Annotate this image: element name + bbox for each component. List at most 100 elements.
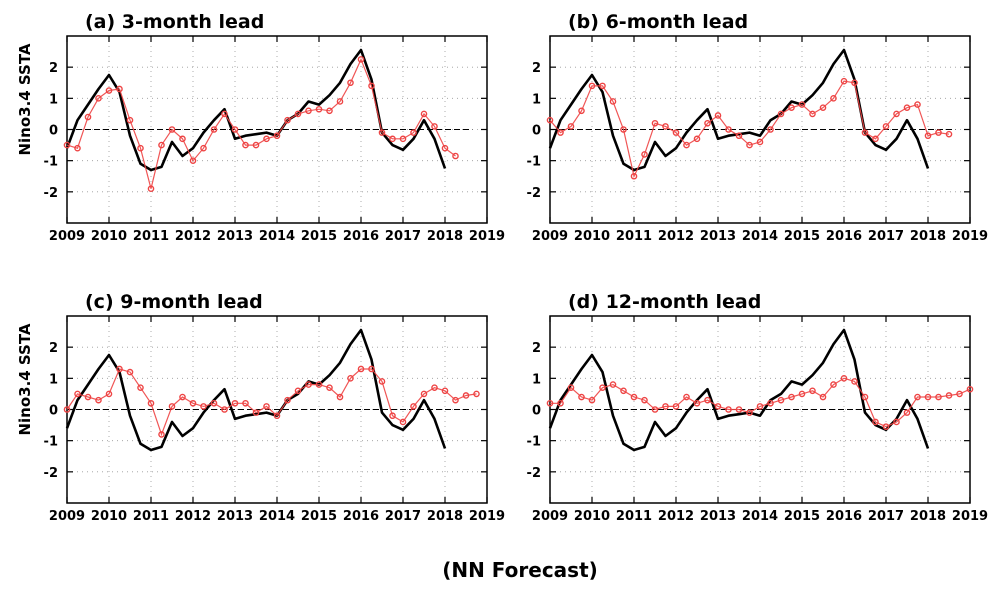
x-tick-label: 2009: [49, 509, 85, 524]
x-tick-label: 2012: [175, 229, 211, 244]
panel-title: (c) 9-month lead: [85, 291, 263, 313]
forecast-point: [347, 79, 354, 87]
forecast-point: [746, 141, 753, 149]
forecast-point: [935, 393, 942, 401]
y-tick-label: 0: [49, 404, 58, 419]
forecast-point: [399, 135, 407, 143]
forecast-point: [662, 123, 669, 130]
forecast-point: [221, 406, 228, 413]
forecast-point: [746, 409, 753, 416]
forecast-point: [620, 387, 627, 395]
forecast-point: [336, 98, 344, 105]
forecast-point: [347, 375, 354, 382]
forecast-point: [441, 144, 449, 152]
forecast-point: [189, 399, 197, 407]
forecast-point: [914, 101, 921, 108]
forecast-point: [819, 393, 827, 401]
forecast-point: [95, 396, 102, 404]
forecast-point: [935, 129, 942, 136]
y-tick-label: -2: [527, 186, 541, 201]
x-tick-label: 2017: [385, 229, 421, 244]
forecast-point: [567, 123, 575, 130]
y-tick-label: 2: [532, 341, 541, 356]
observed-line: [548, 328, 930, 452]
forecast-point: [200, 144, 207, 152]
forecast-trace: [66, 368, 477, 437]
panel-4: 2009 2010 2011 2012 2013 2014 2015 2016 2017 2018…: [527, 291, 989, 524]
forecast-point: [420, 110, 428, 118]
forecast-point: [683, 141, 690, 149]
forecast-point: [620, 126, 627, 133]
forecast-point: [158, 141, 165, 149]
forecast-point: [294, 387, 302, 395]
forecast-point: [252, 141, 260, 149]
y-tick-label: -1: [44, 155, 58, 170]
x-tick-label: 2013: [217, 509, 253, 524]
x-tick-label: 2016: [826, 509, 862, 524]
forecast-point: [903, 409, 911, 416]
forecast-point: [189, 157, 197, 164]
forecast-point: [609, 381, 617, 388]
forecast-point: [179, 135, 186, 143]
y-axis-label: Nino3.4 SSTA: [16, 323, 34, 435]
forecast-point: [147, 185, 155, 193]
y-tick-label: 2: [49, 341, 58, 356]
forecast-point: [473, 390, 480, 398]
x-tick-label: 2010: [91, 509, 127, 524]
observed-line: [65, 48, 447, 172]
x-tick-label: 2015: [784, 509, 820, 524]
forecast-point: [200, 403, 207, 410]
x-tick-label: 2011: [616, 229, 652, 244]
forecast-point: [126, 368, 134, 376]
forecast-point: [567, 384, 575, 391]
y-tick-label: -1: [44, 435, 58, 450]
forecast-point: [714, 112, 722, 119]
forecast-point: [116, 85, 123, 93]
forecast-trace: [550, 377, 971, 428]
forecast-point: [378, 378, 386, 385]
forecast-point: [368, 82, 375, 90]
forecast-point: [588, 396, 596, 404]
forecast-point: [756, 403, 764, 410]
forecast-point: [210, 399, 218, 407]
x-tick-label: 2019: [469, 509, 505, 524]
forecast-point: [693, 399, 701, 407]
forecast-point: [882, 423, 890, 430]
forecast-point: [704, 396, 711, 404]
y-tick-label: -1: [527, 435, 541, 450]
forecast-point: [756, 138, 764, 146]
panel-title: (d) 12-month lead: [568, 291, 761, 313]
forecast-point: [105, 87, 113, 94]
forecast-point: [840, 375, 848, 382]
forecast-point: [326, 384, 333, 391]
x-tick-label: 2010: [574, 229, 610, 244]
x-tick-label: 2013: [700, 509, 736, 524]
forecast-trace: [549, 80, 950, 179]
forecast-point: [273, 132, 281, 140]
forecast-point: [798, 101, 806, 108]
x-tick-label: 2016: [343, 509, 379, 524]
y-tick-label: 2: [532, 61, 541, 76]
x-tick-label: 2009: [532, 229, 568, 244]
forecast-point: [263, 135, 270, 143]
forecast-point: [630, 172, 638, 180]
forecast-point: [137, 144, 144, 152]
observed-line: [65, 328, 447, 452]
y-tick-label: -2: [44, 466, 58, 481]
forecast-point: [210, 126, 218, 133]
forecast-point: [116, 365, 123, 373]
x-tick-label: 2013: [217, 229, 253, 244]
forecast-point: [777, 396, 785, 404]
y-axis-label: Nino3.4 SSTA: [16, 43, 34, 155]
forecast-point: [410, 129, 417, 136]
x-tick-label: 2018: [910, 229, 946, 244]
x-tick-label: 2017: [868, 229, 904, 244]
y-tick-label: 0: [532, 124, 541, 139]
x-tick-label: 2019: [469, 229, 505, 244]
forecast-point: [767, 126, 774, 133]
forecast-point: [378, 129, 386, 136]
forecast-point: [851, 378, 858, 385]
forecast-point: [641, 396, 648, 404]
forecast-point: [704, 119, 711, 127]
